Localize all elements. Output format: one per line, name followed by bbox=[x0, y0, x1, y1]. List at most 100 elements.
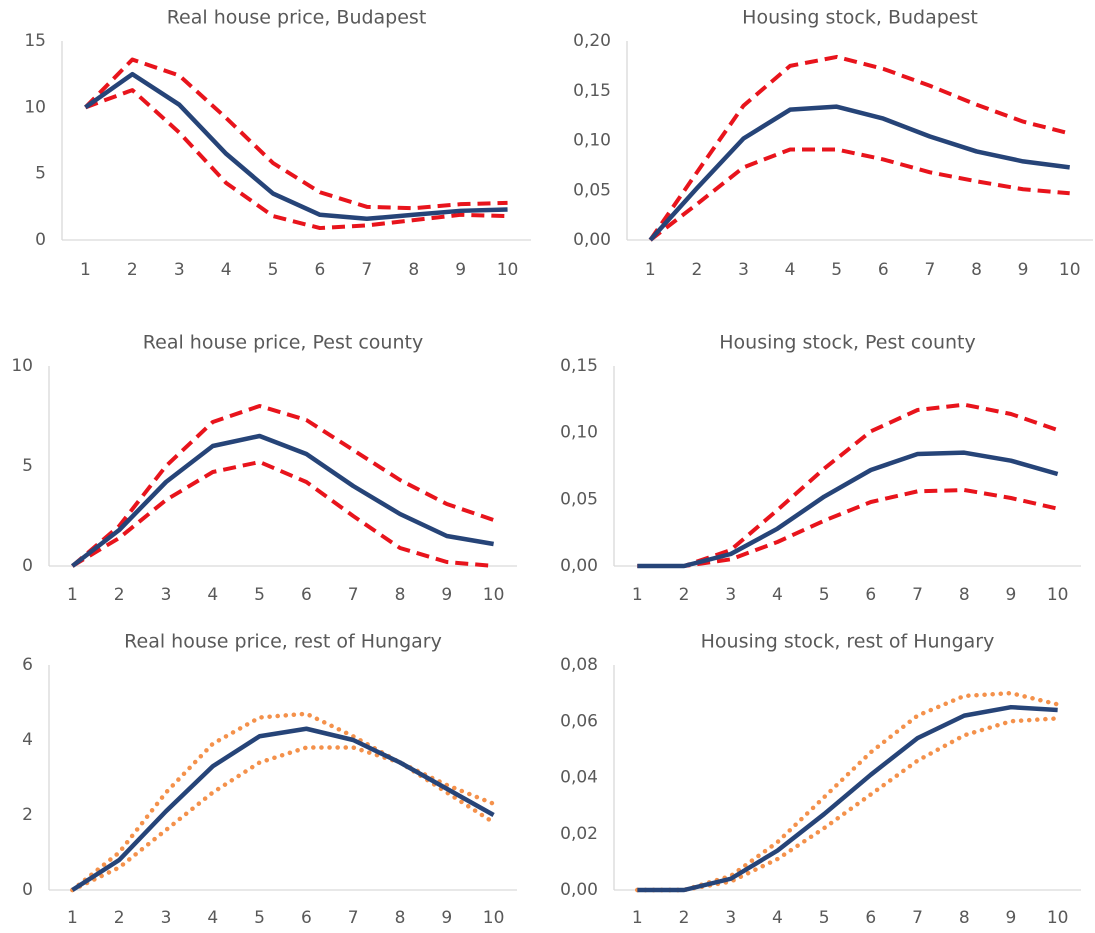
x-tick-label: 9 bbox=[1006, 908, 1017, 928]
x-tick-label: 1 bbox=[632, 585, 643, 605]
x-tick-label: 6 bbox=[301, 585, 312, 605]
x-tick-label: 7 bbox=[348, 585, 359, 605]
series-line bbox=[84, 88, 508, 231]
series-line bbox=[637, 450, 1059, 569]
x-tick-label: 6 bbox=[315, 260, 326, 280]
x-tick-label: 4 bbox=[221, 260, 232, 280]
x-tick-label: 10 bbox=[1047, 585, 1069, 605]
y-tick-label: 0 bbox=[35, 230, 46, 250]
x-tick-label: 4 bbox=[207, 908, 218, 928]
x-tick-label: 5 bbox=[254, 908, 265, 928]
x-tick-label: 4 bbox=[772, 908, 783, 928]
y-tick-label: 0,05 bbox=[560, 489, 598, 509]
y-tick-label: 10 bbox=[24, 97, 46, 117]
x-tick-label: 1 bbox=[632, 908, 643, 928]
y-tick-label: 0,04 bbox=[560, 768, 598, 788]
x-tick-label: 1 bbox=[67, 585, 78, 605]
x-tick-label: 4 bbox=[772, 585, 783, 605]
series-line bbox=[84, 57, 508, 211]
y-tick-label: 0,00 bbox=[573, 230, 611, 250]
x-tick-label: 8 bbox=[395, 585, 406, 605]
y-tick-label: 0,10 bbox=[573, 131, 611, 151]
x-tick-label: 8 bbox=[408, 260, 419, 280]
series-line bbox=[637, 704, 1058, 893]
series-line bbox=[637, 488, 1059, 568]
x-tick-label: 1 bbox=[80, 260, 91, 280]
x-tick-label: 3 bbox=[161, 585, 172, 605]
x-tick-label: 10 bbox=[1059, 260, 1081, 280]
x-tick-label: 8 bbox=[959, 908, 970, 928]
y-tick-label: 0,06 bbox=[560, 711, 598, 731]
x-tick-label: 5 bbox=[819, 908, 830, 928]
x-tick-label: 8 bbox=[395, 908, 406, 928]
x-tick-label: 3 bbox=[738, 260, 749, 280]
x-tick-label: 8 bbox=[959, 585, 970, 605]
x-tick-label: 4 bbox=[785, 260, 796, 280]
x-tick-label: 1 bbox=[67, 908, 78, 928]
x-tick-label: 10 bbox=[483, 908, 505, 928]
x-tick-label: 3 bbox=[725, 908, 736, 928]
y-tick-label: 0,10 bbox=[560, 423, 598, 443]
x-tick-label: 9 bbox=[455, 260, 466, 280]
x-tick-label: 10 bbox=[1047, 908, 1069, 928]
x-tick-label: 3 bbox=[161, 908, 172, 928]
x-tick-label: 8 bbox=[971, 260, 982, 280]
chart-title: Housing stock, rest of Hungary bbox=[701, 631, 995, 653]
y-tick-label: 5 bbox=[35, 164, 46, 184]
x-tick-label: 3 bbox=[174, 260, 185, 280]
x-tick-label: 9 bbox=[441, 585, 452, 605]
series-line bbox=[71, 460, 494, 568]
x-tick-label: 6 bbox=[865, 585, 876, 605]
x-tick-label: 3 bbox=[725, 585, 736, 605]
x-tick-label: 2 bbox=[114, 908, 125, 928]
x-tick-label: 2 bbox=[679, 585, 690, 605]
x-tick-label: 7 bbox=[912, 585, 923, 605]
x-tick-label: 7 bbox=[924, 260, 935, 280]
y-tick-label: 0,20 bbox=[573, 31, 611, 51]
series-line bbox=[84, 71, 508, 222]
x-tick-label: 2 bbox=[114, 585, 125, 605]
y-tick-label: 0,00 bbox=[560, 556, 598, 576]
x-tick-label: 2 bbox=[127, 260, 138, 280]
y-tick-label: 0,02 bbox=[560, 824, 598, 844]
chart-title: Housing stock, Pest county bbox=[719, 332, 975, 354]
y-tick-label: 15 bbox=[24, 31, 46, 51]
y-tick-label: 4 bbox=[22, 730, 33, 750]
y-tick-label: 5 bbox=[22, 456, 33, 476]
series-line bbox=[648, 104, 1070, 242]
y-tick-label: 0,00 bbox=[560, 880, 598, 900]
chart-title: Real house price, Pest county bbox=[143, 332, 423, 354]
x-tick-label: 6 bbox=[865, 908, 876, 928]
series-line bbox=[71, 404, 495, 568]
x-tick-label: 7 bbox=[348, 908, 359, 928]
x-tick-label: 2 bbox=[691, 260, 702, 280]
y-tick-label: 10 bbox=[11, 356, 33, 376]
y-tick-label: 0 bbox=[22, 880, 33, 900]
y-tick-label: 2 bbox=[22, 805, 33, 825]
series-line bbox=[648, 54, 1071, 242]
x-tick-label: 9 bbox=[1018, 260, 1029, 280]
y-tick-label: 0,08 bbox=[560, 655, 598, 675]
series-line bbox=[70, 711, 496, 893]
y-tick-label: 0,05 bbox=[573, 180, 611, 200]
x-tick-label: 1 bbox=[645, 260, 656, 280]
x-tick-label: 9 bbox=[441, 908, 452, 928]
x-tick-label: 5 bbox=[268, 260, 279, 280]
series-line bbox=[635, 716, 1060, 893]
y-tick-label: 0,15 bbox=[560, 356, 598, 376]
chart-title: Real house price, Budapest bbox=[167, 7, 427, 29]
series-line bbox=[71, 433, 494, 568]
y-tick-label: 0,15 bbox=[573, 81, 611, 101]
series-line bbox=[70, 745, 496, 893]
y-tick-label: 6 bbox=[22, 655, 33, 675]
x-tick-label: 9 bbox=[1006, 585, 1017, 605]
x-tick-label: 7 bbox=[912, 908, 923, 928]
x-tick-label: 7 bbox=[361, 260, 372, 280]
x-tick-label: 5 bbox=[819, 585, 830, 605]
chart-title: Real house price, rest of Hungary bbox=[124, 631, 442, 653]
series-line bbox=[649, 147, 1070, 242]
x-tick-label: 2 bbox=[679, 908, 690, 928]
x-tick-label: 10 bbox=[497, 260, 519, 280]
chart-title: Housing stock, Budapest bbox=[742, 7, 978, 29]
